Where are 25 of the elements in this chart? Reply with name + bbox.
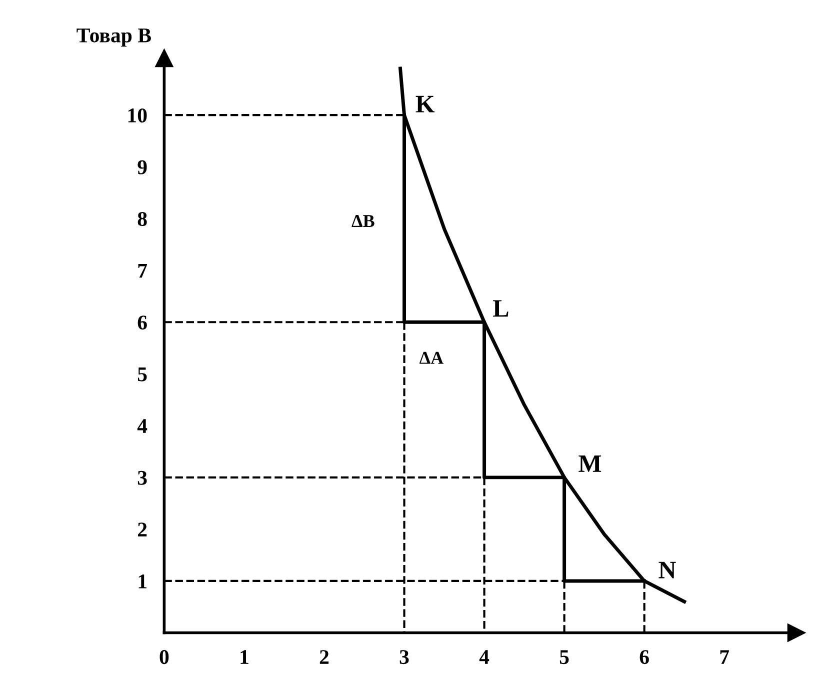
y-tick-label: 5 — [138, 367, 147, 382]
annotation: ΔB — [352, 215, 374, 227]
y-tick-label: 2 — [138, 522, 147, 536]
y-tick-label: 7 — [138, 264, 148, 278]
x-tick-label: 0 — [160, 650, 169, 664]
y-tick-label: 3 — [138, 470, 147, 485]
y-tick-label: 1 — [138, 574, 146, 588]
y-tick-label: 9 — [138, 160, 147, 174]
x-tick-label: 2 — [320, 650, 329, 664]
annotation: ΔA — [420, 352, 444, 364]
x-tick-label: 4 — [479, 650, 490, 664]
x-tick-label: 3 — [400, 650, 409, 664]
x-tick-label: 6 — [640, 650, 649, 664]
y-tick-label: 10 — [128, 108, 147, 123]
annotation: L — [493, 300, 508, 317]
x-tick-label: 1 — [240, 650, 248, 664]
annotation: M — [578, 456, 602, 472]
x-tick-label: 7 — [720, 650, 730, 664]
y-axis-title: Товар B — [76, 28, 151, 47]
annotation: K — [416, 96, 435, 112]
x-tick-label: 5 — [560, 650, 569, 664]
annotation: N — [658, 562, 676, 578]
y-tick-label: 8 — [138, 212, 147, 226]
y-tick-label: 6 — [138, 316, 147, 330]
y-tick-label: 4 — [137, 419, 148, 433]
